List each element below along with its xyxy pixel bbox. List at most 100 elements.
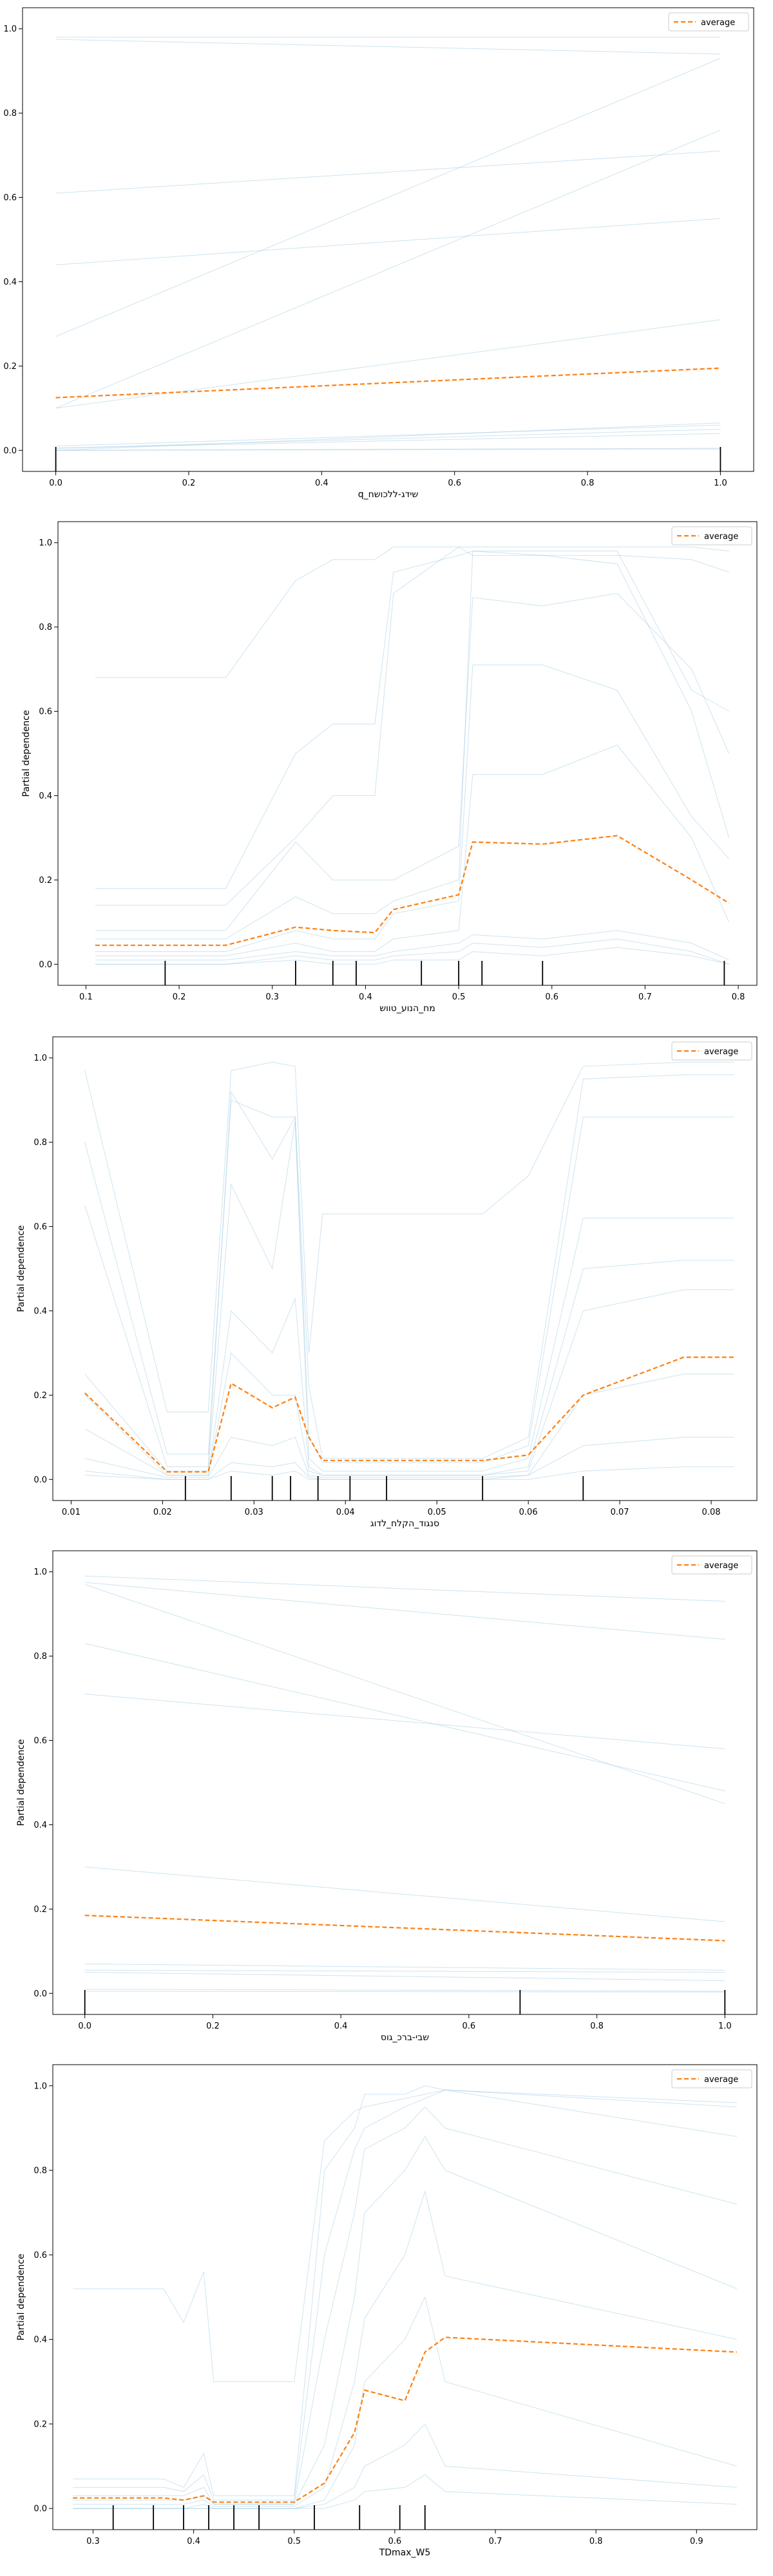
ice-line-3 <box>84 1090 734 1468</box>
y-axis-label: Partial dependence <box>21 710 32 797</box>
x-tick-label: 0.05 <box>428 1508 446 1517</box>
x-tick-label: 0.08 <box>702 1508 721 1517</box>
x-tick-label: 0.5 <box>287 2537 301 2546</box>
ice-line-6 <box>73 2190 737 2507</box>
ice-line-7 <box>55 319 721 409</box>
x-tick-label: 0.9 <box>690 2537 703 2546</box>
axes-frame <box>52 2064 758 2530</box>
ice-line-2 <box>95 551 729 889</box>
legend-label: average <box>704 1047 738 1057</box>
ice-line-4 <box>84 1121 734 1472</box>
y-axis-label: Partial dependence <box>16 1739 26 1826</box>
y-tick-label: 0.0 <box>33 2505 47 2514</box>
x-tick-label: 0.8 <box>590 2022 604 2031</box>
axes-frame <box>52 1036 758 1501</box>
y-tick-label: 0.6 <box>3 193 17 203</box>
x-tick-label: 0.8 <box>732 992 745 1002</box>
y-tick-label: 0.8 <box>33 1652 47 1662</box>
ice-line-9 <box>95 938 729 965</box>
legend: average <box>671 1555 752 1575</box>
legend-box <box>668 12 749 32</box>
ice-line-7 <box>73 2296 737 2509</box>
y-tick-label: 1.0 <box>33 1567 47 1577</box>
y-tick-label: 1.0 <box>33 1054 47 1063</box>
legend-box <box>671 1041 752 1061</box>
x-tick-label: 0.6 <box>545 992 558 1002</box>
ice-line-7 <box>84 1964 725 1971</box>
ice-line-2 <box>84 1074 734 1459</box>
legend: average <box>671 2069 752 2088</box>
y-tick-label: 0.2 <box>33 2420 47 2429</box>
x-tick-label: 0.4 <box>334 2022 348 2031</box>
legend-label: average <box>701 18 735 28</box>
x-tick-label: 0.4 <box>187 2537 200 2546</box>
x-tick-label: 0.4 <box>315 478 329 488</box>
y-tick-label: 1.0 <box>39 538 52 548</box>
y-tick-label: 0.8 <box>33 2166 47 2176</box>
y-tick-label: 0.0 <box>3 446 17 456</box>
x-tick-label: 1.0 <box>714 478 727 488</box>
ice-line-11 <box>55 422 721 451</box>
ice-line-9 <box>55 429 721 449</box>
ice-line-1 <box>95 546 729 678</box>
y-tick-label: 0.2 <box>33 1905 47 1915</box>
axes-frame <box>52 1550 758 2015</box>
x-tick-label: 0.2 <box>182 478 196 488</box>
x-tick-label: 0.7 <box>638 992 652 1002</box>
x-tick-label: 0.6 <box>448 478 461 488</box>
x-tick-label: 0.02 <box>153 1508 172 1517</box>
ice-line-2 <box>73 2085 737 2496</box>
ice-line-6 <box>55 129 721 409</box>
axes-frame <box>57 521 758 986</box>
x-tick-label: 0.03 <box>245 1508 263 1517</box>
plot-area <box>55 37 721 471</box>
ice-line-8 <box>55 424 721 447</box>
x-tick-label: 0.6 <box>388 2537 402 2546</box>
ice-line-5 <box>84 1260 734 1476</box>
y-tick-label: 0.4 <box>33 2335 47 2345</box>
ice-line-3 <box>73 2089 737 2501</box>
ice-line-11 <box>84 1991 725 1993</box>
ice-line-4 <box>84 1643 725 1792</box>
y-tick-label: 0.4 <box>3 278 17 287</box>
ice-line-9 <box>84 1972 725 1982</box>
x-tick-label: 0.4 <box>359 992 372 1002</box>
y-tick-label: 0.4 <box>39 791 52 801</box>
ice-line-1 <box>84 1061 734 1412</box>
y-tick-label: 0.4 <box>33 1821 47 1830</box>
y-tick-label: 0.4 <box>33 1307 47 1316</box>
ice-line-4 <box>95 592 730 931</box>
x-axis-label: שבי-ברכ_גוס <box>381 2032 429 2043</box>
y-tick-label: 0.8 <box>3 109 17 118</box>
ice-line-3 <box>95 546 729 906</box>
ice-line-1 <box>73 2089 737 2382</box>
pd-panel-1: 0.0 0.2 0.4 0.6 0.8 1.0 0.0 0.2 0.4 0.6 0.8 1.0 שידג… <box>3 7 754 500</box>
ice-line-6 <box>84 1866 725 1922</box>
ice-line-7 <box>84 1374 734 1478</box>
ice-line-2 <box>84 1582 725 1640</box>
legend: average <box>671 526 752 545</box>
ice-line-4 <box>55 218 721 265</box>
x-tick-label: 0.3 <box>265 992 279 1002</box>
y-tick-label: 0.6 <box>39 707 52 717</box>
y-tick-label: 0.2 <box>33 1391 47 1401</box>
ice-line-10 <box>95 947 729 965</box>
average-line <box>84 1356 734 1473</box>
x-axis-label: שידג-ללכושח_q <box>358 489 419 500</box>
plot-area <box>95 546 730 985</box>
pd-panel-3: 0.01 0.02 0.03 0.04 0.05 0.06 0.07 0.08 0.0 0.2 0.… <box>16 1036 758 1529</box>
ice-line-10 <box>84 1989 725 1992</box>
ice-line-6 <box>84 1289 734 1476</box>
y-tick-label: 0.2 <box>39 876 52 886</box>
x-tick-label: 0.1 <box>79 992 93 1002</box>
y-tick-label: 0.2 <box>3 362 17 372</box>
x-tick-label: 0.07 <box>611 1508 629 1517</box>
legend-box <box>671 1555 752 1575</box>
y-tick-label: 1.0 <box>33 2081 47 2091</box>
legend: average <box>671 1041 752 1061</box>
ice-line-4 <box>73 2106 737 2505</box>
x-tick-label: 0.0 <box>49 478 62 488</box>
x-axis-label: TDmax_W5 <box>379 2548 431 2558</box>
x-tick-label: 0.2 <box>206 2022 220 2031</box>
